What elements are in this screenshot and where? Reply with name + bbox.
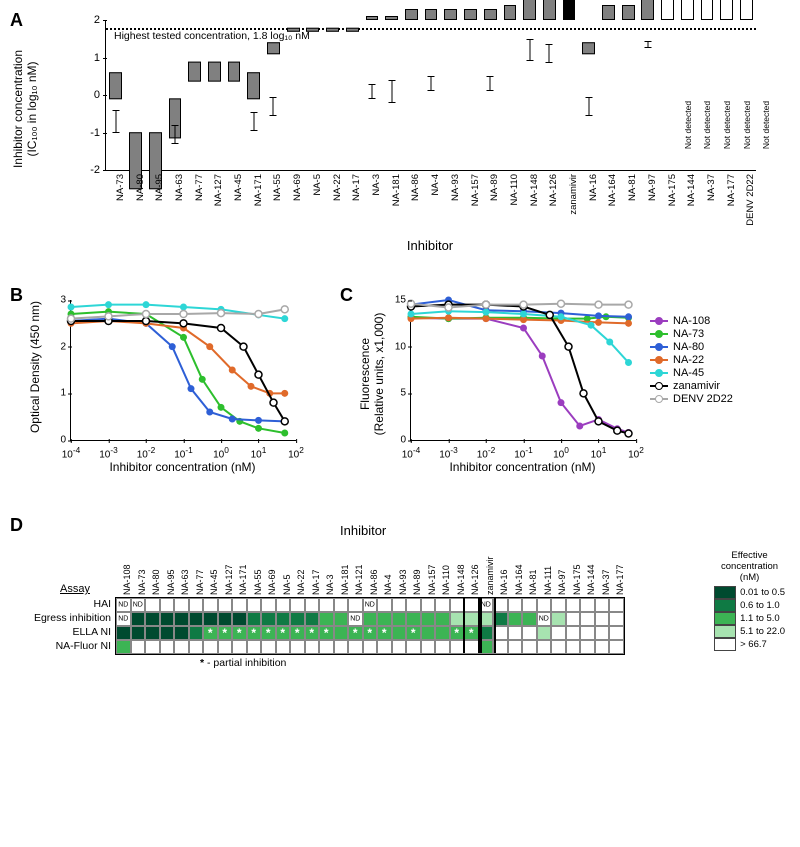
panel-b-plot: 012310-410-310-210-1100101102	[70, 300, 296, 441]
panel-c-label: C	[340, 285, 353, 306]
panel-d-title: Inhibitor	[340, 523, 386, 538]
panel-b-ylabel: Optical Density (450 nm)	[28, 297, 42, 437]
panel-d-rowlabels: HAIEgress inhibitionELLA NINA-Fluor NI	[10, 597, 111, 653]
panel-a: A Inhibitor concentration (IC₁₀₀ in log₁…	[10, 10, 790, 260]
panel-d-xlabels: NA-108NA-73NA-80NA-95NA-63NA-77NA-45NA-1…	[115, 545, 623, 595]
panel-d-assay-header: Assay	[60, 583, 90, 595]
panel-b-svg	[71, 300, 296, 440]
series-legend: NA-108NA-73NA-80NA-22NA-45zanamivirDENV …	[650, 315, 733, 406]
panel-c-xlabel: Inhibitor concentration (nM)	[410, 460, 635, 474]
panel-a-label: A	[10, 10, 23, 31]
panel-a-xlabels: NA-73NA-80NA-95NA-63NA-77NA-127NA-45NA-1…	[105, 172, 755, 232]
panel-d-label: D	[10, 515, 23, 536]
panel-c-plot: 05101510-410-310-210-1100101102	[410, 300, 636, 441]
panel-a-ylabel: Inhibitor concentration (IC₁₀₀ in log₁₀ …	[11, 29, 39, 189]
panel-d-legend: Effectiveconcentration(nM)0.01 to 0.50.6…	[714, 550, 785, 651]
panel-bc-row: B C Optical Density (450 nm) 012310-410-…	[10, 285, 790, 495]
panel-d-heatmap: NDNDNDNDNDNDND***************	[115, 597, 625, 655]
panel-b-label: B	[10, 285, 23, 306]
panel-a-xlabel: Inhibitor	[105, 238, 755, 253]
panel-b-xlabel: Inhibitor concentration (nM)	[70, 460, 295, 474]
panel-c-ylabel: Fluorescence(Relative units, x1,000)	[358, 304, 386, 444]
panel-c-svg	[411, 300, 636, 440]
panel-a-plot: Highest tested concentration, 1.8 log₁₀ …	[105, 20, 756, 171]
panel-a-bars: Not detectedNot detectedNot detectedNot …	[106, 20, 756, 170]
panel-d-footnote: * - partial inhibition	[200, 657, 286, 669]
panel-d: D Inhibitor Assay NA-108NA-73NA-80NA-95N…	[10, 515, 790, 705]
